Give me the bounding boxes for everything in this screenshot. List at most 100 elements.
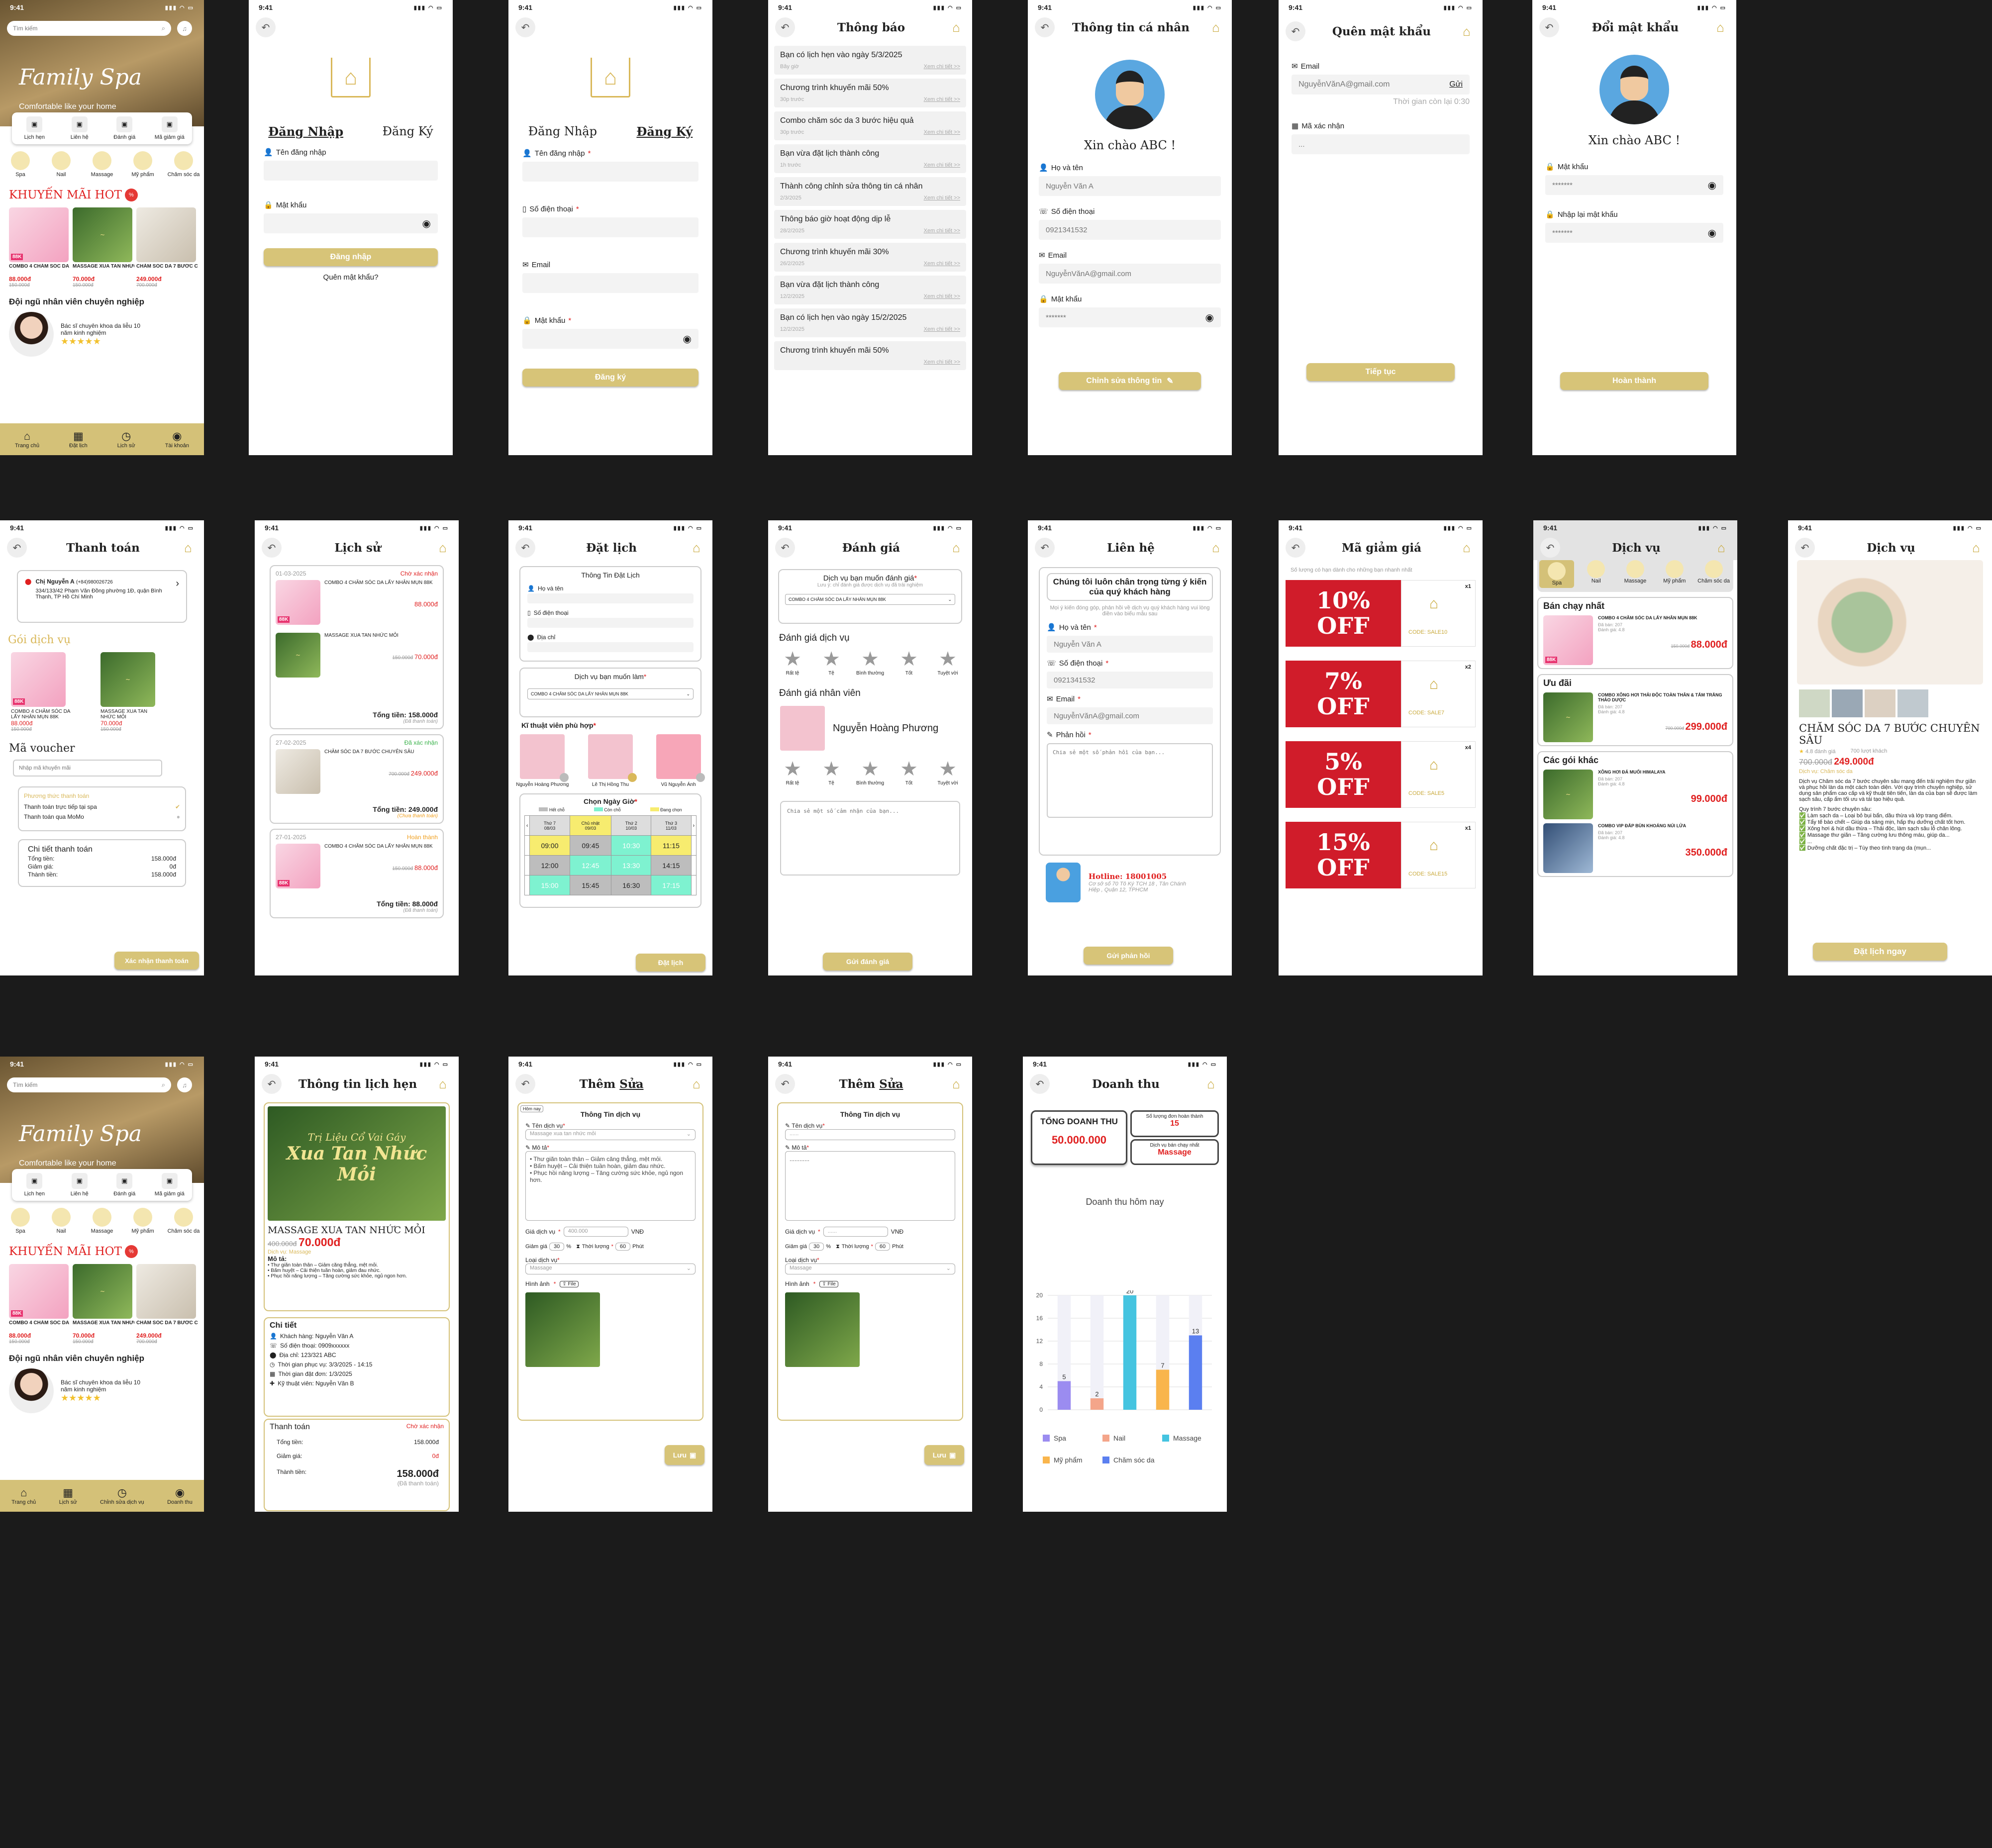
login-button[interactable]: Đăng nhập <box>264 248 438 266</box>
home-icon[interactable]: ⌂ <box>184 540 192 555</box>
home-icon[interactable]: ⌂ <box>439 540 447 555</box>
phone-input[interactable] <box>522 217 698 237</box>
tech-option[interactable]: Nguyễn Hoàng Phương <box>515 734 570 787</box>
finish-button[interactable]: Hoàn thành <box>1560 372 1708 390</box>
search-input[interactable] <box>13 1081 142 1088</box>
eye-icon[interactable]: ◉ <box>1707 227 1716 239</box>
tech-option[interactable]: Lê Thị Hồng Thu <box>583 734 638 787</box>
back-button[interactable]: ↶ <box>1540 538 1560 558</box>
eye-icon[interactable]: ◉ <box>1205 312 1214 323</box>
edit-profile-button[interactable]: Chỉnh sửa thông tin ✎ <box>1059 372 1201 390</box>
order-card[interactable]: 27-02-2025 Đã xác nhận CHĂM SÓC DA 7 BƯỚC… <box>270 734 444 824</box>
home-icon[interactable]: ⌂ <box>1207 1076 1215 1091</box>
home-icon[interactable]: ⌂ <box>952 1076 960 1091</box>
service-name-input[interactable]: ...... <box>785 1129 955 1140</box>
home-icon[interactable]: ⌂ <box>1463 23 1471 39</box>
service-image-preview[interactable] <box>785 1292 860 1367</box>
gallery-thumb[interactable] <box>1799 689 1830 717</box>
nav-item-0[interactable]: ⌂ Trang chủ <box>11 1486 36 1505</box>
notification-more-link[interactable]: Xem chi tiết >> <box>923 129 960 135</box>
tab-register[interactable]: Đăng Ký <box>636 124 693 139</box>
rating-option[interactable]: ★ Tốt <box>893 648 925 676</box>
continue-button[interactable]: Tiếp tục <box>1306 363 1455 381</box>
duration-input[interactable]: 60 <box>875 1243 891 1251</box>
timeslot[interactable]: 12:45 <box>569 855 612 875</box>
category-0[interactable]: Spa <box>2 1208 38 1234</box>
quick-action-3[interactable]: ▣ Mã giảm giá <box>150 1173 190 1197</box>
notification-more-link[interactable]: Xem chi tiết >> <box>923 293 960 299</box>
category-2[interactable]: Massage <box>84 1208 120 1234</box>
home-icon[interactable]: ⌂ <box>1212 19 1220 35</box>
service-item[interactable]: COMBO VIP ĐẮP BÙN KHOÁNG NÚI LỬA Đã bán: … <box>1543 823 1727 873</box>
discount-input[interactable]: 30 <box>549 1243 565 1251</box>
name-input[interactable] <box>527 593 694 603</box>
rating-option[interactable]: ★ Bình thường <box>854 648 887 676</box>
quick-action-2[interactable]: ▣ Đánh giá <box>104 1173 144 1197</box>
rating-option[interactable]: ★ Tuyệt vời <box>931 758 964 786</box>
category-tab[interactable]: Spa <box>1539 560 1575 588</box>
notification-item[interactable]: Bạn vừa đặt lịch thành công 1h trước Xem c… <box>774 144 966 173</box>
rating-option[interactable]: ★ Rất tệ <box>776 648 809 676</box>
timeslot[interactable]: 10:30 <box>611 835 652 856</box>
check-icon[interactable]: ✔ <box>175 803 180 810</box>
prev-icon[interactable]: ‹ <box>524 815 530 836</box>
notification-more-link[interactable]: Xem chi tiết >> <box>923 97 960 102</box>
file-button[interactable]: ⇪ File <box>819 1280 838 1287</box>
tab-edit[interactable]: Sửa <box>619 1077 644 1091</box>
method-cash[interactable]: Thanh toán trực tiếp tại spa <box>24 803 97 810</box>
timeslot[interactable]: 14:15 <box>651 855 692 875</box>
password-input[interactable]: ◉ <box>264 213 438 233</box>
search-bar[interactable]: ⌕ <box>7 21 171 36</box>
category-2[interactable]: Massage <box>84 151 120 178</box>
back-button[interactable]: ↶ <box>256 17 276 37</box>
send-code-button[interactable]: Gửi <box>1449 80 1463 89</box>
rating-option[interactable]: ★ Tốt <box>893 758 925 786</box>
notification-item[interactable]: Chương trình khuyến mãi 50% 30p trước Xem … <box>774 79 966 107</box>
phone-input[interactable] <box>527 618 694 628</box>
nav-item-3[interactable]: ◉ Tài khoản <box>165 430 189 449</box>
review-textarea[interactable] <box>780 801 960 875</box>
search-input[interactable] <box>13 25 142 32</box>
home-icon[interactable]: ⌂ <box>693 1076 700 1091</box>
notification-more-link[interactable]: Xem chi tiết >> <box>923 326 960 332</box>
notification-more-link[interactable]: Xem chi tiết >> <box>923 261 960 267</box>
eye-icon[interactable]: ◉ <box>422 218 431 229</box>
back-button[interactable]: ↶ <box>775 538 795 558</box>
confirm-payment-button[interactable]: Xác nhận thanh toán <box>114 952 199 970</box>
email-field[interactable]: NguyễnVănA@gmail.com <box>1039 264 1221 284</box>
desc-textarea[interactable]: • Thư giãn toàn thân – Giảm căng thẳng, … <box>525 1151 696 1221</box>
home-icon[interactable]: ⌂ <box>1463 540 1471 555</box>
feedback-textarea[interactable] <box>1047 743 1213 818</box>
notification-item[interactable]: Chương trình khuyến mãi 30% 26/2/2025 Xem … <box>774 243 966 272</box>
category-4[interactable]: Chăm sóc da <box>166 151 201 178</box>
rating-option[interactable]: ★ Tệ <box>815 758 848 786</box>
radio-icon[interactable]: ● <box>176 813 180 820</box>
timeslot[interactable]: 16:30 <box>611 875 652 895</box>
back-button[interactable]: ↶ <box>1030 1074 1050 1094</box>
promo-card-2[interactable]: CHĂM SÓC DA 7 BƯỚC CHUYÊN SÂU 249.000đ700… <box>136 207 198 288</box>
back-button[interactable]: ↶ <box>515 538 535 558</box>
promo-card-2[interactable]: CHĂM SÓC DA 7 BƯỚC CHUYÊN SÂU 249.000đ700… <box>136 1264 198 1345</box>
nav-item-0[interactable]: ⌂ Trang chủ <box>15 430 39 449</box>
back-button[interactable]: ↶ <box>1286 21 1305 41</box>
bell-icon[interactable]: ♫ <box>177 21 192 36</box>
search-bar[interactable]: ⌕ <box>7 1077 171 1092</box>
home-icon[interactable]: ⌂ <box>1716 19 1724 35</box>
service-dropdown[interactable]: COMBO 4 CHĂM SÓC DA LẤY NHÂN MỤN 88K ⌄ <box>785 594 955 605</box>
password-field[interactable]: ******* ◉ <box>1545 223 1723 243</box>
timeslot[interactable]: 15:45 <box>569 875 612 895</box>
discount-input[interactable]: 30 <box>809 1243 824 1251</box>
service-item[interactable]: ~ COMBO XÔNG HƠI THẢI ĐỘC TOÀN THÂN & TẮM… <box>1543 692 1727 742</box>
day-option[interactable]: Thứ 2 10/03 <box>611 815 652 836</box>
nav-item-3[interactable]: ◉ Doanh thu <box>167 1486 193 1505</box>
order-card[interactable]: 27-01-2025 Hoàn thành 88K COMBO 4 CHĂM SÓC… <box>270 829 444 918</box>
home-icon[interactable]: ⌂ <box>1717 540 1725 555</box>
back-button[interactable]: ↶ <box>775 1074 795 1094</box>
category-4[interactable]: Chăm sóc da <box>166 1208 201 1234</box>
tab-register[interactable]: Đăng Ký <box>382 124 433 138</box>
email-field[interactable]: NguyễnVănA@gmail.com Gửi <box>1292 75 1470 95</box>
quick-action-0[interactable]: ▣ Lịch hẹn <box>14 116 54 140</box>
back-button[interactable]: ↶ <box>1035 17 1055 37</box>
rating-option[interactable]: ★ Rất tệ <box>776 758 809 786</box>
